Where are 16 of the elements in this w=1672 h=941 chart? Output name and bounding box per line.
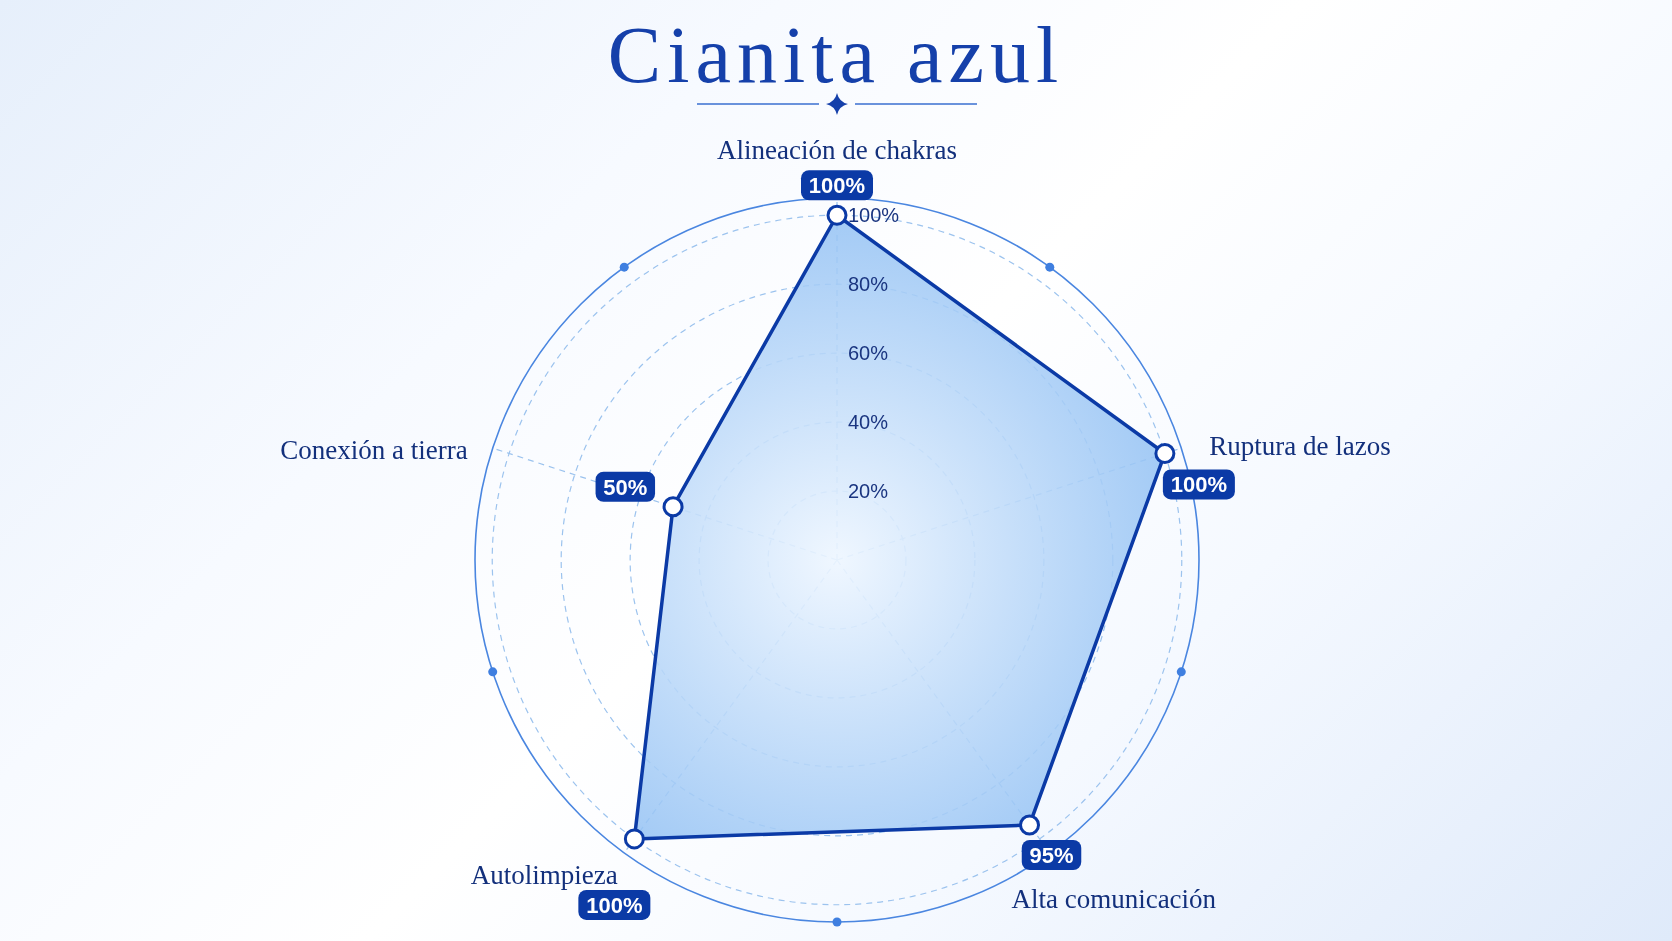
spoke-label: Conexión a tierra	[280, 435, 468, 466]
y-tick-label: 100%	[848, 204, 900, 227]
data-label: 100%	[1170, 471, 1228, 497]
data-label: 100%	[808, 172, 866, 198]
spoke-label: Ruptura de lazos	[1209, 431, 1391, 462]
y-tick-label: 20%	[848, 480, 889, 503]
spoke-label: Autolimpieza	[470, 859, 618, 890]
data-label: 50%	[603, 474, 648, 500]
y-tick-label: 80%	[848, 273, 889, 296]
spoke-label: Alineación de chakras	[717, 135, 957, 165]
data-label: 100%	[586, 892, 643, 918]
chart-title: Cianita azul	[606, 11, 1066, 99]
data-label: 95%	[1029, 842, 1074, 868]
y-tick-label: 40%	[848, 411, 889, 434]
y-tick-label: 60%	[848, 342, 889, 365]
spoke-label: Alta comunicación	[1011, 883, 1217, 914]
